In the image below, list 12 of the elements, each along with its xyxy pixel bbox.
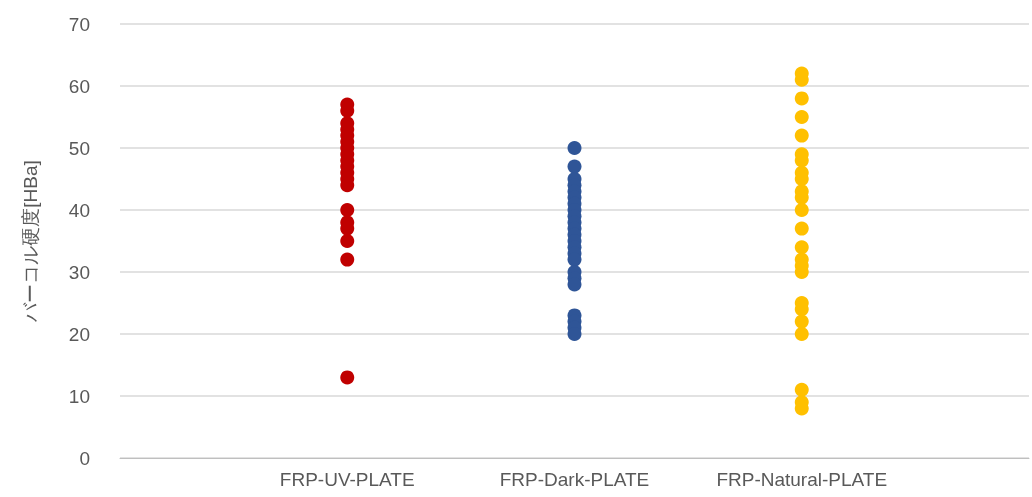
y-axis-title: バーコル硬度[HBa] xyxy=(20,160,41,323)
y-tick-label: 0 xyxy=(79,447,90,469)
x-tick-label: FRP-Dark-PLATE xyxy=(499,469,650,490)
x-tick-label: FRP-Natural-PLATE xyxy=(716,469,888,490)
y-tick-label: 50 xyxy=(68,137,90,159)
y-tick-label: 60 xyxy=(68,75,90,97)
y-tick-label: 30 xyxy=(68,261,90,283)
y-tick-label: 10 xyxy=(68,385,90,407)
x-tick-label: FRP-UV-PLATE xyxy=(279,469,415,490)
y-tick-label: 40 xyxy=(68,199,90,221)
y-tick-label: 70 xyxy=(68,13,90,35)
y-tick-label: 20 xyxy=(68,323,90,345)
